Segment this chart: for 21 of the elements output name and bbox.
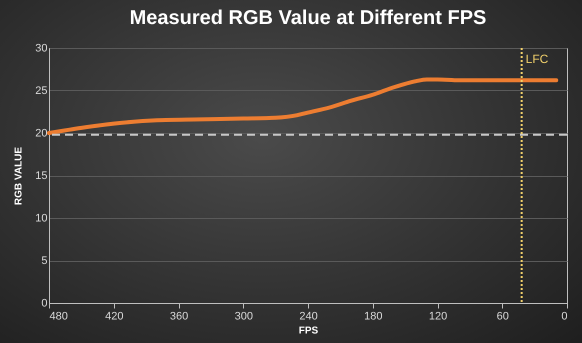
line-series <box>47 77 558 135</box>
x-tick-label: 420 <box>105 310 124 322</box>
x-tick-label: 240 <box>299 310 318 322</box>
y-tick-label: 10 <box>35 212 48 224</box>
x-axis-title: FPS <box>298 326 319 336</box>
y-tick-label: 5 <box>41 255 48 267</box>
y-axis-title: RGB VALUE <box>13 146 24 206</box>
x-tick-label: 360 <box>170 310 188 322</box>
y-tick-label: 15 <box>35 170 48 182</box>
x-tick-label: 300 <box>234 310 253 322</box>
x-tick-label: 120 <box>428 310 448 322</box>
x-tick-label: 0 <box>561 310 568 322</box>
x-tick-label: 480 <box>50 310 68 322</box>
ref-line-label: LFC <box>526 52 549 66</box>
x-tick-label: 60 <box>496 310 509 322</box>
y-tick-label: 0 <box>41 298 48 310</box>
chart-title: Measured RGB Value at Different FPS <box>130 7 486 29</box>
y-tick-label: 25 <box>35 85 48 97</box>
y-tick-label: 30 <box>35 42 48 54</box>
y-tick-label: 20 <box>35 128 48 140</box>
x-tick-label: 180 <box>364 310 382 322</box>
